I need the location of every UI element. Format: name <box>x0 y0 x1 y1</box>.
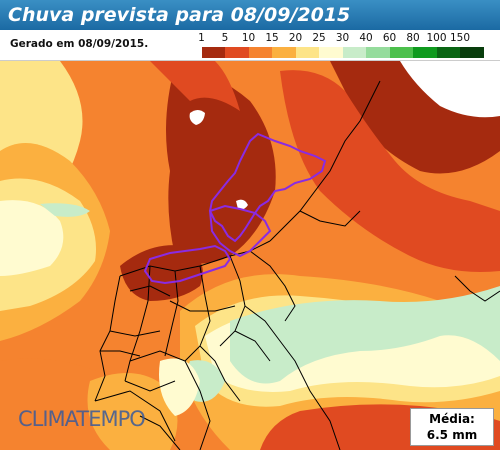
generated-date: Gerado em 08/09/2015. <box>10 38 149 50</box>
legend-label: 5 <box>221 32 229 44</box>
basin-outlines <box>143 132 327 285</box>
legend-label: 25 <box>312 32 326 44</box>
legend-label: 10 <box>241 32 256 44</box>
legend-label: 1 <box>198 32 205 44</box>
legend-label: 20 <box>288 32 303 44</box>
rainfall-map <box>0 61 500 450</box>
legend-label: 15 <box>265 32 279 44</box>
legend-swatch <box>248 47 272 58</box>
legend-swatch <box>295 47 319 58</box>
field-cream-south <box>159 358 200 416</box>
legend-swatch <box>389 47 413 58</box>
field-red-top <box>150 61 240 111</box>
legend-swatch <box>413 47 437 58</box>
field-white-spot-1 <box>189 110 205 125</box>
field-yellow-southwest <box>87 373 178 450</box>
rainfall-map-svg <box>0 61 500 450</box>
legend-label: 40 <box>359 32 373 44</box>
average-box: Média: 6.5 mm <box>410 408 494 446</box>
average-value: 6.5 mm <box>426 428 478 442</box>
field-dark-red-south <box>120 245 203 301</box>
legend-bar: Gerado em 08/09/2015. 1 5 10 15 20 25 30 40 60 80… <box>0 30 500 61</box>
legend-swatch <box>342 47 366 58</box>
field-red-east <box>280 70 500 273</box>
field-green-southeast <box>230 286 500 384</box>
legend-swatch <box>201 47 225 58</box>
page-title: Chuva prevista para 08/09/2015 <box>0 0 500 30</box>
legend-label: 30 <box>335 32 350 44</box>
field-white-northeast <box>400 61 500 118</box>
climatempo-logo: CLIMATEMPO <box>18 407 146 431</box>
legend-swatch <box>436 47 460 58</box>
legend-swatch <box>319 47 343 58</box>
field-white-spot-2 <box>236 199 248 210</box>
legend-label: 150 <box>449 32 471 44</box>
legend-label: 60 <box>382 32 397 44</box>
field-cream-left <box>0 200 64 276</box>
legend-swatch <box>460 47 484 58</box>
precipitation-scale: 1 5 10 15 20 25 30 40 60 80 100 150 <box>178 32 484 58</box>
legend-swatch <box>272 47 296 58</box>
average-label: Média: <box>429 412 475 426</box>
field-green-spot <box>40 203 90 217</box>
legend-swatch <box>225 47 249 58</box>
legend-label: 80 <box>406 32 420 44</box>
legend-swatch <box>366 47 390 58</box>
legend-label: 100 <box>426 32 447 44</box>
legend-swatch <box>178 47 202 58</box>
